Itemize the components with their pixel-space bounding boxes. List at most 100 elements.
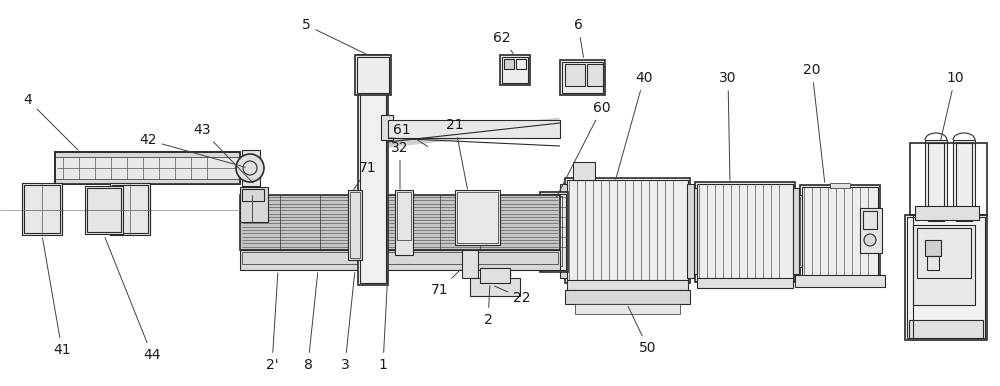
- Bar: [357, 57, 389, 93]
- Bar: [562, 62, 603, 93]
- Text: 40: 40: [616, 71, 653, 179]
- Bar: [540, 192, 568, 272]
- Bar: [397, 192, 411, 240]
- Bar: [470, 278, 520, 296]
- Bar: [110, 183, 150, 235]
- Text: 62: 62: [493, 31, 513, 54]
- Bar: [953, 140, 975, 220]
- Bar: [55, 179, 240, 184]
- Bar: [502, 57, 528, 83]
- Bar: [913, 225, 975, 305]
- Bar: [587, 64, 603, 86]
- Bar: [455, 190, 500, 245]
- Bar: [925, 140, 947, 220]
- Bar: [927, 256, 939, 270]
- Text: 44: 44: [105, 237, 161, 362]
- Text: 50: 50: [628, 306, 657, 355]
- Bar: [573, 162, 595, 180]
- Bar: [956, 143, 972, 221]
- Bar: [567, 180, 688, 281]
- Bar: [860, 208, 882, 253]
- Text: 42: 42: [139, 133, 245, 167]
- Circle shape: [236, 154, 264, 182]
- Bar: [358, 55, 388, 285]
- Bar: [695, 182, 795, 282]
- Bar: [22, 183, 62, 235]
- Text: 32: 32: [391, 141, 409, 189]
- Bar: [240, 187, 268, 222]
- Bar: [348, 190, 362, 260]
- Text: 2': 2': [266, 273, 278, 372]
- Text: 1: 1: [379, 273, 388, 372]
- Text: 61: 61: [393, 123, 428, 147]
- Text: 5: 5: [302, 18, 368, 55]
- Bar: [863, 211, 877, 229]
- Bar: [928, 143, 944, 221]
- Bar: [542, 194, 566, 270]
- Bar: [794, 197, 800, 265]
- Text: 3: 3: [341, 273, 355, 372]
- Bar: [910, 143, 987, 215]
- Text: 8: 8: [304, 273, 318, 372]
- Bar: [457, 192, 498, 243]
- Bar: [504, 59, 514, 69]
- Circle shape: [864, 234, 876, 246]
- Bar: [381, 115, 393, 140]
- Bar: [915, 206, 979, 220]
- Text: 43: 43: [193, 123, 253, 183]
- Text: 22: 22: [495, 286, 531, 305]
- Bar: [24, 185, 60, 233]
- Bar: [687, 184, 694, 278]
- Text: 71: 71: [354, 161, 377, 190]
- Text: 41: 41: [42, 238, 71, 357]
- Bar: [55, 152, 240, 184]
- Text: 21: 21: [446, 118, 467, 189]
- Bar: [388, 120, 560, 138]
- Bar: [907, 217, 985, 338]
- Bar: [697, 184, 793, 280]
- Bar: [462, 250, 478, 278]
- Bar: [242, 150, 260, 186]
- Text: 30: 30: [719, 71, 737, 180]
- Bar: [242, 189, 264, 201]
- Text: 4: 4: [24, 93, 78, 150]
- Bar: [240, 250, 560, 270]
- Bar: [87, 188, 121, 232]
- Bar: [240, 195, 560, 250]
- Bar: [793, 188, 799, 274]
- Text: 60: 60: [556, 101, 611, 198]
- Bar: [242, 252, 558, 264]
- Bar: [800, 185, 880, 280]
- Text: 10: 10: [941, 71, 964, 140]
- Bar: [395, 190, 413, 255]
- Bar: [560, 184, 567, 278]
- Bar: [565, 178, 690, 283]
- Bar: [795, 275, 885, 287]
- Bar: [85, 186, 123, 234]
- Bar: [350, 192, 360, 258]
- Bar: [905, 215, 987, 340]
- Bar: [544, 196, 562, 266]
- Bar: [830, 183, 850, 188]
- Bar: [516, 59, 526, 69]
- Bar: [480, 268, 510, 283]
- Bar: [909, 320, 983, 338]
- Bar: [112, 185, 148, 233]
- Bar: [697, 278, 793, 288]
- Bar: [567, 280, 688, 290]
- Bar: [55, 152, 240, 157]
- Bar: [575, 304, 680, 314]
- Bar: [55, 152, 240, 184]
- Bar: [500, 55, 530, 85]
- Bar: [792, 195, 802, 267]
- Text: 6: 6: [574, 18, 584, 57]
- Text: 2: 2: [484, 286, 492, 327]
- Bar: [917, 228, 971, 278]
- Text: 20: 20: [803, 63, 825, 182]
- Bar: [802, 187, 878, 278]
- Bar: [355, 55, 391, 95]
- Bar: [565, 290, 690, 304]
- Bar: [691, 188, 697, 274]
- Bar: [360, 57, 386, 283]
- Text: 71: 71: [431, 270, 460, 297]
